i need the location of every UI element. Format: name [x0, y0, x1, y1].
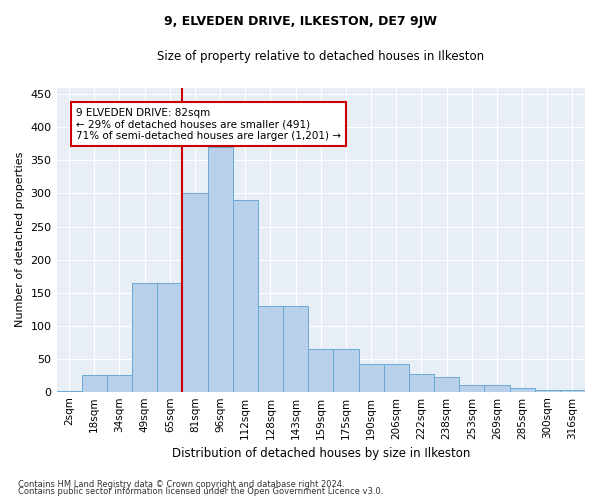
- Bar: [409, 374, 434, 392]
- Bar: [308, 348, 334, 392]
- Text: Contains HM Land Registry data © Crown copyright and database right 2024.: Contains HM Land Registry data © Crown c…: [18, 480, 344, 489]
- Y-axis label: Number of detached properties: Number of detached properties: [15, 152, 25, 328]
- Bar: [383, 364, 409, 392]
- Bar: [509, 388, 535, 392]
- Bar: [359, 364, 383, 392]
- Text: 9 ELVEDEN DRIVE: 82sqm
← 29% of detached houses are smaller (491)
71% of semi-de: 9 ELVEDEN DRIVE: 82sqm ← 29% of detached…: [76, 108, 341, 141]
- Bar: [157, 282, 182, 392]
- Text: Contains public sector information licensed under the Open Government Licence v3: Contains public sector information licen…: [18, 487, 383, 496]
- Bar: [182, 194, 208, 392]
- Bar: [132, 282, 157, 392]
- Bar: [107, 375, 132, 392]
- Bar: [258, 306, 283, 392]
- Title: Size of property relative to detached houses in Ilkeston: Size of property relative to detached ho…: [157, 50, 484, 63]
- Bar: [56, 391, 82, 392]
- Bar: [535, 390, 560, 392]
- Bar: [334, 348, 359, 392]
- X-axis label: Distribution of detached houses by size in Ilkeston: Distribution of detached houses by size …: [172, 447, 470, 460]
- Bar: [484, 385, 509, 392]
- Bar: [233, 200, 258, 392]
- Bar: [208, 147, 233, 392]
- Bar: [82, 375, 107, 392]
- Bar: [434, 377, 459, 392]
- Bar: [283, 306, 308, 392]
- Text: 9, ELVEDEN DRIVE, ILKESTON, DE7 9JW: 9, ELVEDEN DRIVE, ILKESTON, DE7 9JW: [163, 15, 437, 28]
- Bar: [560, 390, 585, 392]
- Bar: [459, 385, 484, 392]
